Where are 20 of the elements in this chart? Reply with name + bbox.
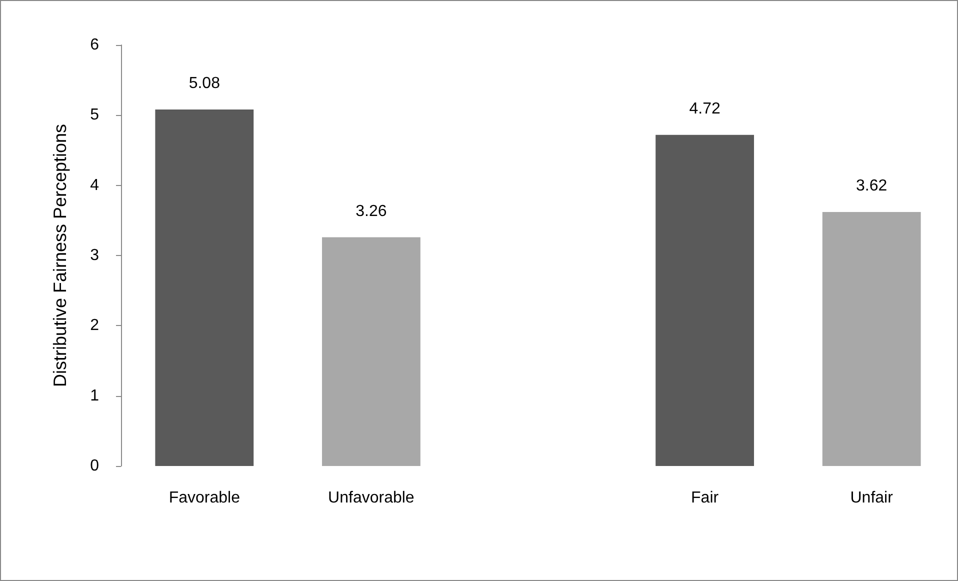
x-tick-label: Unfair xyxy=(850,490,894,506)
y-axis-title: Distributive Fairness Perceptions xyxy=(50,124,70,388)
data-label: 4.72 xyxy=(689,100,720,118)
data-label: 3.62 xyxy=(856,177,888,194)
bar xyxy=(656,134,754,466)
x-tick-label: Fair xyxy=(691,490,720,506)
y-tick-label: 1 xyxy=(90,387,100,404)
y-tick-label: 0 xyxy=(90,458,100,474)
y-tick-label: 4 xyxy=(90,176,100,194)
bar xyxy=(822,212,921,466)
x-tick-label: Favorable xyxy=(168,490,240,506)
data-label: 3.26 xyxy=(356,202,387,220)
x-tick-label: Unfavorable xyxy=(328,490,414,506)
bar xyxy=(322,237,420,466)
y-tick-label: 2 xyxy=(90,317,100,334)
data-label: 5.08 xyxy=(188,75,220,92)
y-tick-label: 5 xyxy=(90,106,100,124)
y-tick-label: 3 xyxy=(90,247,100,264)
bar xyxy=(155,110,254,466)
y-tick-label: 6 xyxy=(90,36,100,54)
